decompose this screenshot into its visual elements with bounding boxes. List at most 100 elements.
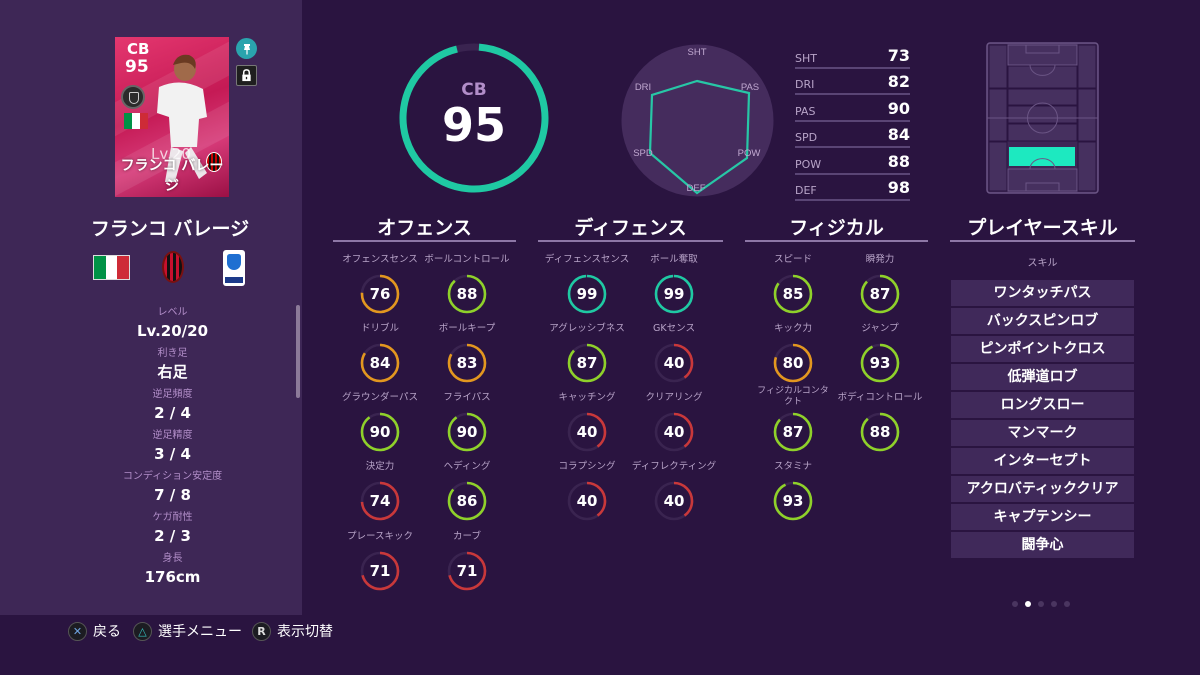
stat-row-dri: DRI 82 xyxy=(795,69,910,95)
attribute-label: スピード xyxy=(773,254,812,265)
attribute-label: グラウンダーパス xyxy=(342,392,418,403)
attribute-label: ドリブル xyxy=(360,323,399,334)
attribute-label: ディフレクティング xyxy=(631,461,717,472)
stat-key: DEF xyxy=(795,184,817,197)
attribute-rating-ring: 74 xyxy=(360,481,400,521)
attribute-offense: ヘディング 86 xyxy=(423,461,511,521)
attribute-label: スタミナ xyxy=(773,461,812,472)
physical-section-title: フィジカル xyxy=(789,217,884,239)
attribute-label: オフェンスセンス xyxy=(342,254,418,265)
radar-label-sht: SHT xyxy=(688,47,707,58)
attribute-rating-ring: 99 xyxy=(654,274,694,314)
skill-item[interactable]: ロングスロー xyxy=(951,392,1134,418)
level-label: レベル xyxy=(157,307,188,318)
attribute-label: カーブ xyxy=(453,531,481,542)
stat-row-pas: PAS 90 xyxy=(795,95,910,122)
skills-section-title: プレイヤースキル xyxy=(967,217,1118,239)
skill-item[interactable]: キャプテンシー xyxy=(951,504,1134,530)
back-button[interactable]: ✕ 戻る xyxy=(68,621,121,641)
attribute-rating-ring: 84 xyxy=(360,343,400,383)
attribute-value: 76 xyxy=(369,285,391,303)
skill-item[interactable]: インターセプト xyxy=(951,448,1134,474)
toggle-view-button[interactable]: R 表示切替 xyxy=(252,621,333,641)
attribute-value: 90 xyxy=(369,423,391,441)
stat-key: PAS xyxy=(795,104,816,118)
skill-item[interactable]: マンマーク xyxy=(951,420,1134,446)
attribute-rating-ring: 93 xyxy=(860,343,900,383)
page-dot[interactable] xyxy=(1038,601,1044,607)
page-indicator[interactable] xyxy=(1012,601,1070,607)
player-info-list: レベル Lv.20/20 利き足 右足 逆足頻度 2 / 4 逆足精度 3 / … xyxy=(0,306,345,593)
defense-divider xyxy=(538,240,723,242)
attribute-value: 40 xyxy=(576,492,598,510)
attribute-offense: ボールコントロール 88 xyxy=(423,254,511,314)
stat-row-def: DEF 98 xyxy=(795,175,910,201)
height-label: 身長 xyxy=(162,553,183,564)
attribute-rating-ring: 86 xyxy=(447,481,487,521)
attribute-rating-ring: 40 xyxy=(567,481,607,521)
attribute-value: 93 xyxy=(782,492,804,510)
pin-button[interactable] xyxy=(236,38,257,59)
page-dot[interactable] xyxy=(1051,601,1057,607)
weak-foot-accuracy-value: 3 / 4 xyxy=(154,445,191,463)
attribute-value: 80 xyxy=(782,354,804,372)
cross-button-icon: ✕ xyxy=(68,621,87,641)
info-scrollbar[interactable] xyxy=(296,305,300,398)
ac-milan-crest-icon xyxy=(162,251,184,283)
skill-item[interactable]: アクロバティッククリア xyxy=(951,476,1134,502)
weak-foot-usage-value: 2 / 4 xyxy=(154,404,191,422)
attribute-offense: ドリブル 84 xyxy=(336,323,424,383)
skill-item[interactable]: 闘争心 xyxy=(951,532,1134,558)
attribute-label: プレースキック xyxy=(346,531,414,542)
attribute-rating-ring: 40 xyxy=(654,343,694,383)
summary-stats-list: SHT 73 DRI 82 PAS 90 SPD 84 POW 88 DEF 98 xyxy=(795,42,910,201)
italy-flag-icon xyxy=(93,255,130,280)
attribute-label: 瞬発力 xyxy=(865,254,895,265)
stat-radar-chart: SHT PAS POW DEF SPD DRI xyxy=(621,44,774,197)
player-photo xyxy=(157,54,207,182)
attribute-label: ディフェンスセンス xyxy=(544,254,630,265)
player-menu-button[interactable]: △ 選手メニュー xyxy=(133,621,242,641)
weak-foot-usage-label: 逆足頻度 xyxy=(152,389,193,400)
attribute-value: 71 xyxy=(456,562,478,580)
attribute-defense: コラプシング 40 xyxy=(543,461,631,521)
radar-label-def: DEF xyxy=(687,183,706,194)
stronger-foot-value: 右足 xyxy=(157,363,188,381)
attribute-defense: ディフレクティング 40 xyxy=(630,461,718,521)
attribute-rating-ring: 87 xyxy=(567,343,607,383)
attribute-rating-ring: 40 xyxy=(654,412,694,452)
attribute-rating-ring: 87 xyxy=(860,274,900,314)
radar-label-pas: PAS xyxy=(741,82,759,93)
attribute-value: 83 xyxy=(456,354,478,372)
attribute-rating-ring: 71 xyxy=(447,551,487,591)
injury-resistance-value: 2 / 3 xyxy=(154,527,191,545)
attribute-label: ボール奪取 xyxy=(650,254,698,265)
level-value: Lv.20/20 xyxy=(136,322,209,340)
page-dot[interactable] xyxy=(1064,601,1070,607)
attribute-rating-ring: 76 xyxy=(360,274,400,314)
attribute-value: 84 xyxy=(369,354,391,372)
attribute-value: 99 xyxy=(663,285,685,303)
attribute-label: ジャンプ xyxy=(861,323,899,334)
attribute-rating-ring: 87 xyxy=(773,412,813,452)
page-dot[interactable] xyxy=(1012,601,1018,607)
back-label: 戻る xyxy=(93,624,121,640)
position-pitch-map xyxy=(986,42,1099,194)
skill-item[interactable]: 低弾道ロブ xyxy=(951,364,1134,390)
pin-icon xyxy=(243,43,250,54)
overall-position: CB xyxy=(461,80,487,100)
card-player-name: フランコ バレージ xyxy=(120,158,224,194)
attribute-value: 87 xyxy=(576,354,598,372)
skill-item[interactable]: ピンポイントクロス xyxy=(951,336,1134,362)
lock-button[interactable] xyxy=(236,65,257,86)
card-position: CB xyxy=(127,40,150,58)
attribute-label: 決定力 xyxy=(365,461,395,472)
attribute-physical: ボディコントロール 88 xyxy=(836,392,924,452)
attribute-value: 86 xyxy=(456,492,478,510)
skill-item[interactable]: ワンタッチパス xyxy=(951,280,1134,306)
attribute-offense: グラウンダーパス 90 xyxy=(336,392,424,452)
player-card[interactable]: CB 95 Lv.20 フランコ バレージ xyxy=(115,37,229,197)
page-dot-active[interactable] xyxy=(1025,601,1031,607)
attribute-physical: 瞬発力 87 xyxy=(836,254,924,314)
skill-item[interactable]: バックスピンロブ xyxy=(951,308,1134,334)
